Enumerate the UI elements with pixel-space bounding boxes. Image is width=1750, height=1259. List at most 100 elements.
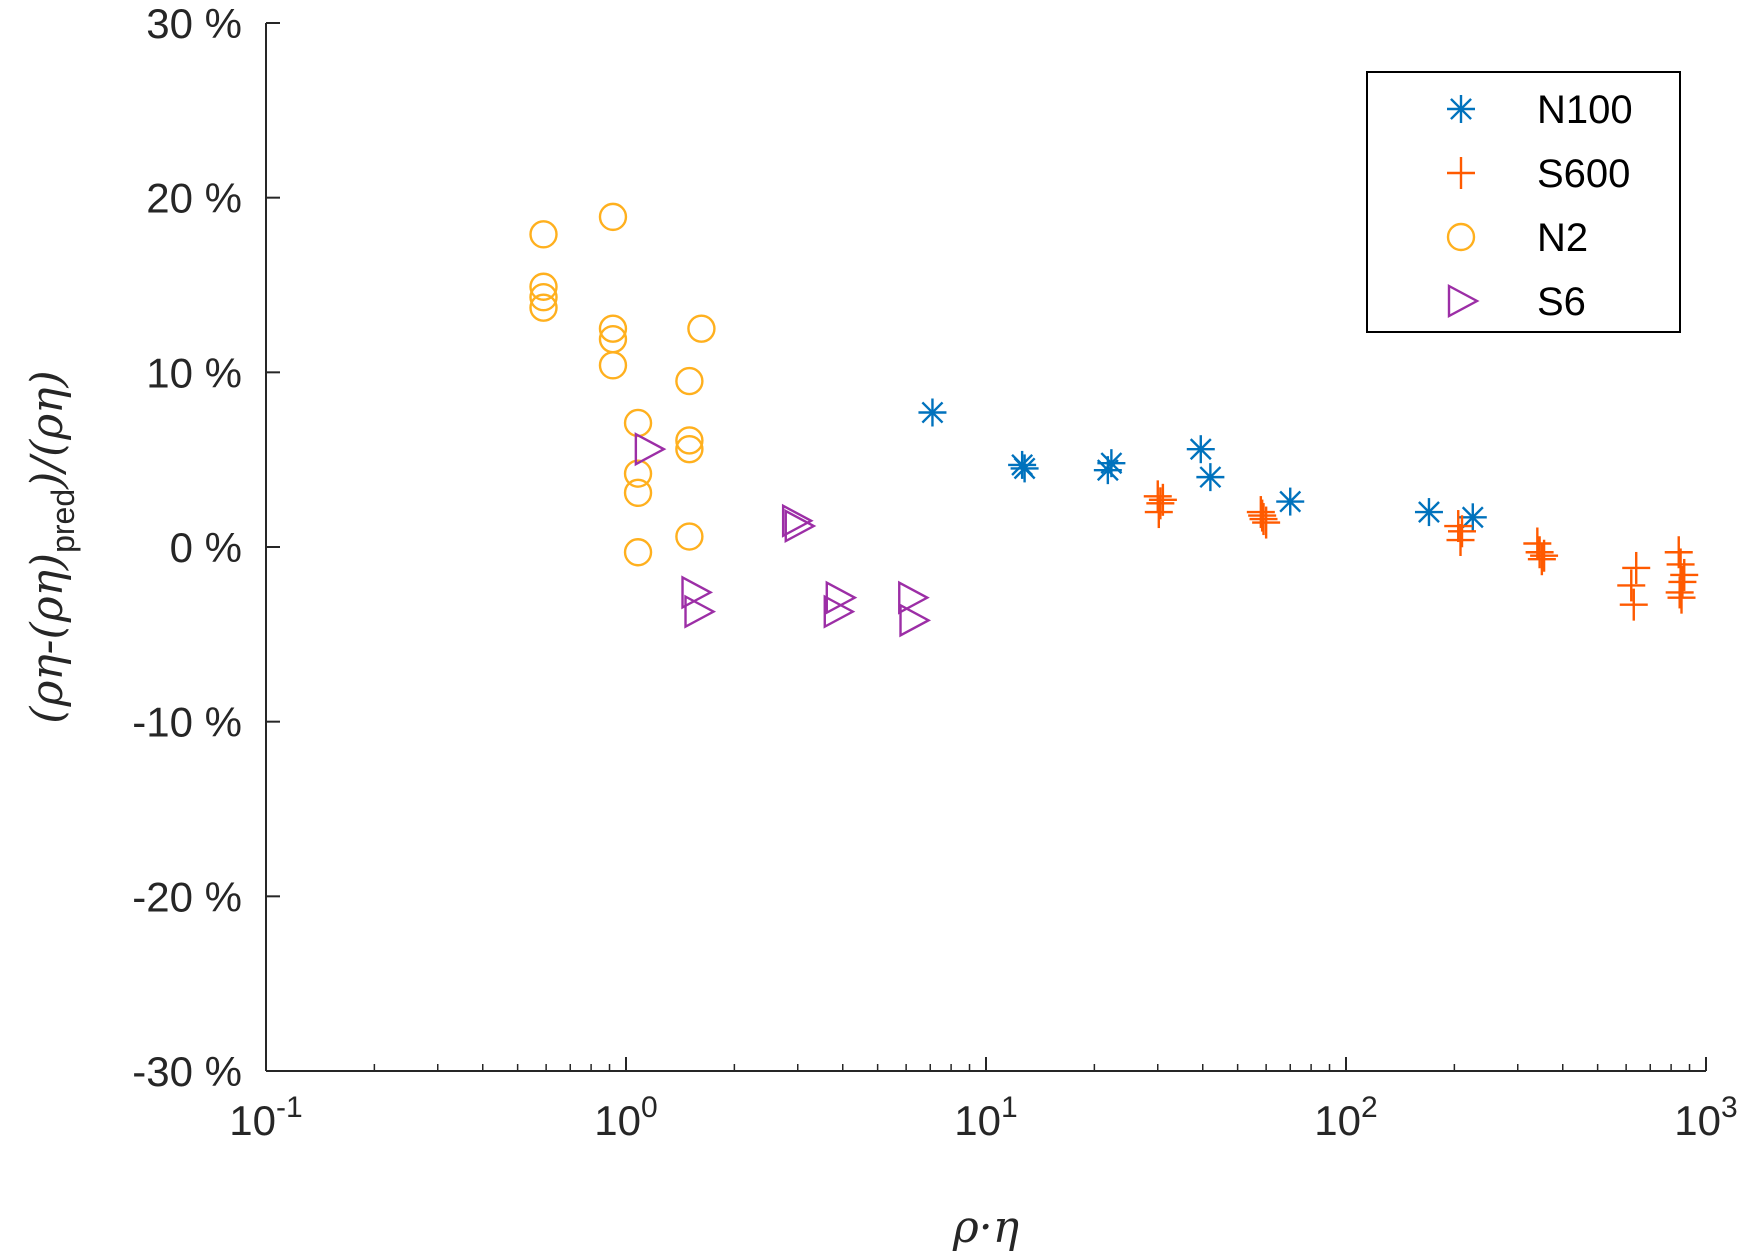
- legend-label-n100: N100: [1537, 88, 1633, 132]
- data-point-s6: [681, 575, 714, 610]
- data-point-s600: [1665, 576, 1694, 609]
- data-point-n2: [529, 220, 558, 249]
- x-tick-label: 10-1: [229, 1091, 302, 1144]
- y-tick-label: 30 %: [146, 0, 242, 47]
- x-tick-label: 101: [954, 1091, 1017, 1144]
- x-tick-label-exponent: 1: [1001, 1091, 1018, 1124]
- y-tick-label: 0 %: [170, 524, 242, 571]
- legend: N100 S600 N2 S6: [1366, 71, 1681, 333]
- data-point-s600: [1248, 499, 1277, 532]
- data-point-n2: [598, 202, 628, 232]
- data-point-n2: [529, 283, 558, 312]
- data-point-s600: [1446, 524, 1475, 557]
- data-point-s600: [1667, 581, 1696, 614]
- data-point-n100: [1186, 435, 1215, 464]
- x-tick-label: 102: [1314, 1091, 1377, 1144]
- y-tick-label: -30 %: [132, 1048, 242, 1095]
- x-tick-label-exponent: 3: [1721, 1091, 1738, 1124]
- data-point-s600: [1444, 510, 1473, 543]
- data-point-s6: [634, 432, 667, 467]
- data-point-n2: [623, 459, 653, 488]
- x-tick-label-exponent: 2: [1361, 1091, 1378, 1124]
- data-markers: [529, 202, 1699, 638]
- data-point-n2: [687, 314, 716, 343]
- y-axis-label-post: )/(ρη): [22, 370, 73, 490]
- data-point-s600: [1249, 503, 1278, 536]
- legend-label-n2: N2: [1537, 216, 1588, 260]
- legend-markers: [1446, 95, 1480, 319]
- data-point-n2: [623, 538, 653, 567]
- x-tick-label-exponent: 0: [641, 1091, 658, 1124]
- x-axis-label: ρ·η: [952, 1202, 1019, 1253]
- data-point-s600: [1527, 543, 1556, 576]
- data-point-n2: [598, 314, 628, 343]
- data-point-n2: [675, 426, 704, 455]
- data-point-s600: [1619, 588, 1648, 621]
- legend-marker-s600: [1447, 157, 1475, 189]
- data-point-n2: [623, 478, 653, 508]
- data-point-n2: [529, 293, 558, 322]
- data-point-n100: [1097, 449, 1126, 478]
- legend-marker-n100: [1447, 95, 1475, 123]
- data-point-s6: [825, 580, 858, 615]
- data-point-s600: [1148, 483, 1177, 516]
- y-ticks: [266, 22, 280, 1072]
- data-point-s600: [1670, 558, 1699, 591]
- data-point-n100: [918, 398, 947, 427]
- x-tick-label-base: 10: [229, 1097, 276, 1144]
- data-point-s6: [684, 594, 717, 629]
- y-axis-label: (ρη-(ρη)pred)/(ρη): [22, 370, 81, 723]
- y-axis-label-pre: (ρη-(ρη): [22, 553, 73, 724]
- data-point-s600: [1525, 536, 1554, 569]
- data-point-n100: [1414, 498, 1443, 527]
- y-tick-label: -20 %: [132, 873, 242, 920]
- legend-label-s600: S600: [1537, 152, 1630, 196]
- data-point-n100: [1196, 463, 1225, 492]
- x-ticks: [265, 1057, 1707, 1071]
- data-point-s600: [1252, 506, 1281, 539]
- data-point-s600: [1144, 496, 1173, 529]
- y-tick-label: 10 %: [146, 349, 242, 396]
- data-point-n2: [623, 408, 653, 438]
- data-point-s6: [898, 580, 930, 615]
- x-tick-label-exponent: -1: [276, 1091, 303, 1124]
- data-point-s6: [823, 594, 856, 629]
- x-tick-label-base: 10: [954, 1097, 1001, 1144]
- series-s600: [1143, 480, 1699, 621]
- data-point-s600: [1617, 569, 1646, 602]
- data-point-n2: [529, 272, 558, 301]
- data-point-s600: [1523, 527, 1552, 560]
- legend-marker-n2: [1446, 222, 1476, 252]
- x-tick-label-base: 10: [1674, 1097, 1721, 1144]
- y-tick-label: 20 %: [146, 175, 242, 222]
- series-s6: [634, 432, 932, 638]
- data-point-s600: [1146, 487, 1175, 520]
- data-point-s600: [1447, 515, 1476, 548]
- x-tick-labels: 10-1 100 101 102 103: [229, 1091, 1737, 1144]
- y-axis-label-sub: pred: [45, 489, 81, 553]
- legend-label-s6: S6: [1537, 280, 1586, 324]
- series-n100: [918, 398, 1487, 532]
- series-n2: [529, 202, 716, 567]
- y-tick-labels: 30 % 20 % 10 % 0 % -10 % -20 % -30 %: [132, 0, 242, 1095]
- x-tick-label-base: 10: [594, 1097, 641, 1144]
- data-point-s600: [1622, 551, 1651, 584]
- data-point-s600: [1530, 539, 1559, 572]
- y-tick-label: -10 %: [132, 699, 242, 746]
- data-point-s6: [784, 509, 817, 544]
- data-point-n2: [598, 351, 628, 380]
- x-tick-label: 103: [1674, 1091, 1737, 1144]
- axes: 10-1 100 101 102 103 30 %20 %10 %0 %-10 %-20…: [132, 0, 1737, 1144]
- data-point-n100: [1458, 503, 1487, 532]
- data-point-n2: [675, 366, 704, 396]
- legend-box: [1366, 71, 1681, 333]
- data-point-n2: [675, 434, 704, 464]
- data-point-s6: [899, 603, 932, 638]
- data-point-s600: [1664, 536, 1693, 569]
- x-tick-label: 100: [594, 1091, 657, 1144]
- data-point-s6: [781, 503, 814, 538]
- x-tick-label-base: 10: [1314, 1097, 1361, 1144]
- data-point-n100: [1276, 487, 1305, 516]
- legend-marker-s6: [1447, 283, 1480, 319]
